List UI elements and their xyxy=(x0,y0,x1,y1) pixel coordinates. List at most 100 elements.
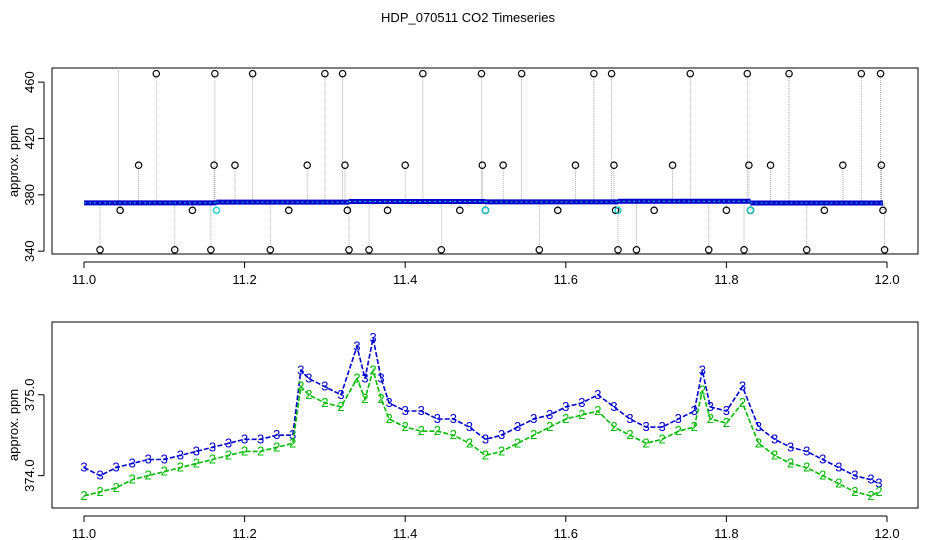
outlier-point xyxy=(857,69,866,78)
outlier-point xyxy=(745,161,753,170)
series-point-2: 2 xyxy=(369,363,376,378)
top-x-tick-label: 11.4 xyxy=(393,272,417,287)
series-point-2: 2 xyxy=(113,480,120,495)
series-point-2: 2 xyxy=(610,419,617,434)
outlier-point xyxy=(877,161,886,170)
top-x-tick-label: 11.6 xyxy=(554,272,578,287)
series-point-2: 2 xyxy=(755,435,762,450)
outlier-point xyxy=(590,69,598,78)
series-point-3: 3 xyxy=(96,468,103,483)
top-panel: approx. ppm 11.0 11.2 11.4 11.6 11.8 12.0 340 3… xyxy=(6,67,919,287)
series-point-3: 3 xyxy=(321,379,328,394)
outlier-point xyxy=(303,161,312,170)
series-point-3: 3 xyxy=(530,411,537,426)
series-point-3: 3 xyxy=(377,371,384,386)
series-point-2: 2 xyxy=(723,415,730,430)
series-point-2: 2 xyxy=(642,435,649,450)
series-point-3: 3 xyxy=(610,399,617,414)
series-point-3: 3 xyxy=(337,387,344,402)
outlier-point xyxy=(880,245,889,254)
outlier-point xyxy=(704,245,713,254)
top-x-tick-label: 12.0 xyxy=(874,272,899,287)
series-point-2: 2 xyxy=(361,391,368,406)
outlier-point xyxy=(456,206,464,215)
series-point-3: 3 xyxy=(562,399,569,414)
bottom-y-tick-label: 374.0 xyxy=(22,459,37,492)
outlier-point xyxy=(284,206,293,215)
outlier-point xyxy=(722,206,731,215)
series-point-3: 3 xyxy=(466,419,473,434)
series-point-3: 3 xyxy=(626,411,633,426)
series-point-2: 2 xyxy=(145,468,152,483)
series-point-2: 2 xyxy=(707,411,714,426)
series-point-3: 3 xyxy=(177,447,184,462)
top-axes: 11.0 11.2 11.4 11.6 11.8 12.0 340 380 420 460 xyxy=(22,71,900,287)
series-point-2: 2 xyxy=(594,403,601,418)
series-point-3: 3 xyxy=(273,427,280,442)
outlier-point xyxy=(365,245,373,254)
outlier-point xyxy=(499,161,507,170)
series-point-2: 2 xyxy=(626,427,633,442)
series-point-2: 2 xyxy=(659,431,666,446)
top-spikes xyxy=(99,68,885,250)
series-point-2: 2 xyxy=(377,391,384,406)
top-y-tick-label: 380 xyxy=(22,184,37,206)
series-point-2: 2 xyxy=(225,447,232,462)
outlier-point xyxy=(134,161,143,170)
outlier-point xyxy=(96,245,104,254)
outlier-point xyxy=(437,245,446,254)
bottom-plot-frame xyxy=(51,321,919,509)
bottom-x-tick-label: 11.8 xyxy=(714,526,738,540)
outlier-point xyxy=(231,161,239,170)
outlier-point xyxy=(650,206,658,215)
top-plot-frame xyxy=(51,67,919,255)
series-point-3: 3 xyxy=(498,427,505,442)
series-point-2: 2 xyxy=(530,427,537,442)
outlier-point xyxy=(614,245,622,254)
series-point-3: 3 xyxy=(418,403,425,418)
series-point-3: 3 xyxy=(659,419,666,434)
series-point-3: 3 xyxy=(755,419,762,434)
series-point-3: 3 xyxy=(875,476,882,491)
outlier-point xyxy=(338,69,347,78)
top-y-tick-label: 420 xyxy=(22,128,37,150)
bottom-axes: 11.0 11.2 11.4 11.6 11.8 12.0 374.0 375.0 xyxy=(22,379,900,540)
series-point-2: 2 xyxy=(867,488,874,503)
series-point-3: 3 xyxy=(161,451,168,466)
outlier-point xyxy=(686,69,695,78)
series-point-3: 3 xyxy=(739,379,746,394)
series-point-3: 3 xyxy=(771,431,778,446)
series-point-3: 3 xyxy=(642,419,649,434)
outlier-point xyxy=(341,161,349,170)
outlier-point xyxy=(785,69,793,78)
outlier-point xyxy=(802,245,811,254)
outlier-point xyxy=(116,206,124,215)
series-point-3: 3 xyxy=(699,363,706,378)
series-point-2: 2 xyxy=(337,399,344,414)
top-x-tick-label: 11.0 xyxy=(72,272,96,287)
top-x-tick-label: 11.2 xyxy=(232,272,256,287)
series-point-2: 2 xyxy=(273,439,280,454)
series-point-2: 2 xyxy=(819,468,826,483)
series-point-2: 2 xyxy=(498,443,505,458)
series-point-3: 3 xyxy=(129,456,136,471)
outlier-point xyxy=(571,161,580,170)
series-point-2: 2 xyxy=(305,387,312,402)
outlier-point xyxy=(876,69,885,78)
series-point-2: 2 xyxy=(177,460,184,475)
series-point-3: 3 xyxy=(145,451,152,466)
series-point-2: 2 xyxy=(353,371,360,386)
series-point-2: 2 xyxy=(321,395,328,410)
cyan-point xyxy=(746,206,755,214)
outlier-point xyxy=(610,161,618,170)
bottom-y-axis-label: approx. ppm xyxy=(6,389,21,461)
series-point-3: 3 xyxy=(353,338,360,353)
series-point-2: 2 xyxy=(691,419,698,434)
outlier-point xyxy=(535,245,544,254)
outlier-point xyxy=(668,161,677,170)
series-point-2: 2 xyxy=(241,443,248,458)
outlier-point xyxy=(607,69,616,78)
bottom-x-tick-label: 11.6 xyxy=(554,526,578,540)
bottom-x-tick-label: 11.0 xyxy=(72,526,96,540)
